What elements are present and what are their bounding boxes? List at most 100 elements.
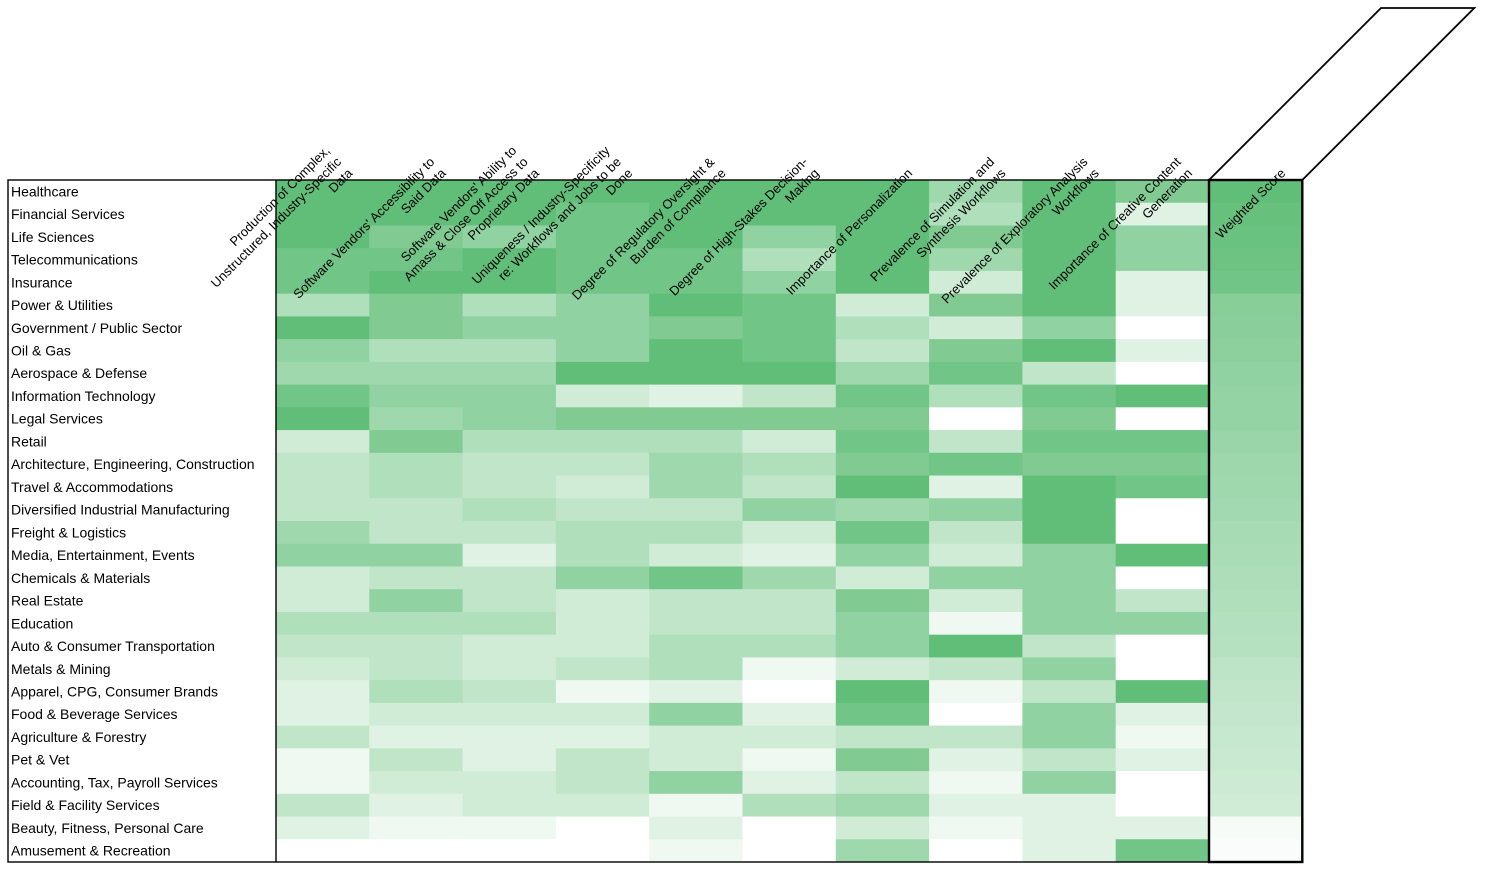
heatmap-cell xyxy=(742,543,837,568)
heatmap-cell xyxy=(555,316,650,340)
heatmap-cell xyxy=(742,748,837,772)
heatmap-cell xyxy=(1022,657,1117,681)
heatmap-cell xyxy=(462,611,557,636)
heatmap-cell xyxy=(649,248,744,272)
heatmap-cell xyxy=(369,180,464,204)
heatmap-cell xyxy=(649,543,744,568)
heatmap-cell xyxy=(929,202,1023,227)
heatmap-cell xyxy=(1022,543,1117,568)
heatmap-cell xyxy=(369,339,464,363)
heatmap-cell xyxy=(462,202,557,227)
heatmap-cell xyxy=(276,384,370,408)
heatmap-cell xyxy=(649,634,744,658)
heatmap-cell xyxy=(649,725,744,749)
heatmap-cell xyxy=(462,566,557,590)
heatmap-cell xyxy=(555,589,650,613)
heatmap-cell xyxy=(929,725,1023,749)
row-label: Financial Services xyxy=(11,206,125,222)
heatmap-cell xyxy=(462,248,557,272)
heatmap-cell xyxy=(1022,839,1117,863)
heatmap-cell xyxy=(369,202,464,227)
heatmap-cell xyxy=(462,430,557,454)
heatmap-cell xyxy=(835,180,930,204)
heatmap-cell xyxy=(1209,543,1303,568)
heatmap-cell xyxy=(1022,611,1117,636)
heatmap-cell xyxy=(742,793,837,818)
heatmap-cell xyxy=(835,407,930,431)
heatmap-cell xyxy=(649,816,744,840)
row-label: Amusement & Recreation xyxy=(11,843,171,859)
heatmap-cell xyxy=(1115,339,1210,363)
heatmap-cell xyxy=(835,566,930,590)
heatmap-cell xyxy=(276,293,370,317)
heatmap-cell xyxy=(276,680,370,704)
heatmap-cell xyxy=(1209,793,1303,818)
heatmap-cell xyxy=(369,475,464,499)
heatmap-cell xyxy=(1115,430,1210,454)
heatmap-cell xyxy=(1115,407,1210,431)
heatmap-cell xyxy=(369,384,464,408)
heatmap-cell xyxy=(1022,430,1117,454)
heatmap-cell xyxy=(929,816,1023,840)
heatmap-cell xyxy=(1115,498,1210,522)
table-frames xyxy=(7,7,1477,864)
heatmap-cell xyxy=(369,248,464,272)
heatmap-cell xyxy=(276,702,370,727)
heatmap-cell xyxy=(835,634,930,658)
heatmap-cell xyxy=(1115,180,1210,204)
heatmap-cell xyxy=(742,566,837,590)
heatmap-cell xyxy=(462,498,557,522)
heatmap-cell xyxy=(1209,680,1303,704)
heatmap-cell xyxy=(1115,566,1210,590)
heatmap-cell xyxy=(1115,316,1210,340)
heatmap-cell xyxy=(1209,293,1303,317)
row-label: Agriculture & Forestry xyxy=(11,729,146,745)
heatmap-cell xyxy=(1209,339,1303,363)
heatmap-cell xyxy=(1022,475,1117,499)
heatmap-cell xyxy=(929,702,1023,727)
heatmap-cell xyxy=(835,361,930,386)
heatmap-cell xyxy=(649,680,744,704)
heatmap-cell xyxy=(462,407,557,431)
heatmap-cell xyxy=(649,748,744,772)
heatmap-cell xyxy=(1022,452,1117,477)
heatmap-cell xyxy=(649,225,744,249)
heatmap-cell xyxy=(555,521,650,545)
row-label: Oil & Gas xyxy=(11,343,71,359)
heatmap-cell xyxy=(929,839,1023,863)
heatmap-cell xyxy=(1022,816,1117,840)
heatmap-cell xyxy=(835,202,930,227)
heatmap-cell xyxy=(1209,475,1303,499)
heatmap-cell xyxy=(1022,680,1117,704)
row-label: Healthcare xyxy=(11,183,79,199)
heatmap-cell xyxy=(1022,589,1117,613)
heatmap-cell xyxy=(835,430,930,454)
row-label: Architecture, Engineering, Construction xyxy=(11,456,255,472)
heatmap-cell xyxy=(742,407,837,431)
heatmap-cell xyxy=(1022,748,1117,772)
heatmap-cell xyxy=(555,407,650,431)
heatmap-cell xyxy=(555,498,650,522)
heatmap-cell xyxy=(1209,452,1303,477)
heatmap-cell xyxy=(276,543,370,568)
heatmap-cell xyxy=(462,293,557,317)
heatmap-cell xyxy=(929,293,1023,317)
heatmap-cell xyxy=(1115,270,1210,295)
heatmap-cell xyxy=(276,566,370,590)
heatmap-cells xyxy=(276,180,1303,863)
heatmap-cell xyxy=(1022,793,1117,818)
heatmap-cell xyxy=(835,521,930,545)
heatmap-cell xyxy=(835,702,930,727)
heatmap-cell xyxy=(462,657,557,681)
heatmap-cell xyxy=(835,248,930,272)
heatmap-cell xyxy=(742,430,837,454)
heatmap-cell xyxy=(369,725,464,749)
heatmap-cell xyxy=(742,702,837,727)
row-label: Insurance xyxy=(11,274,73,290)
heatmap-cell xyxy=(276,657,370,681)
heatmap-cell xyxy=(742,634,837,658)
heatmap-cell xyxy=(929,680,1023,704)
heatmap-cell xyxy=(1115,248,1210,272)
heatmap-cell xyxy=(276,248,370,272)
row-label: Information Technology xyxy=(11,388,156,404)
